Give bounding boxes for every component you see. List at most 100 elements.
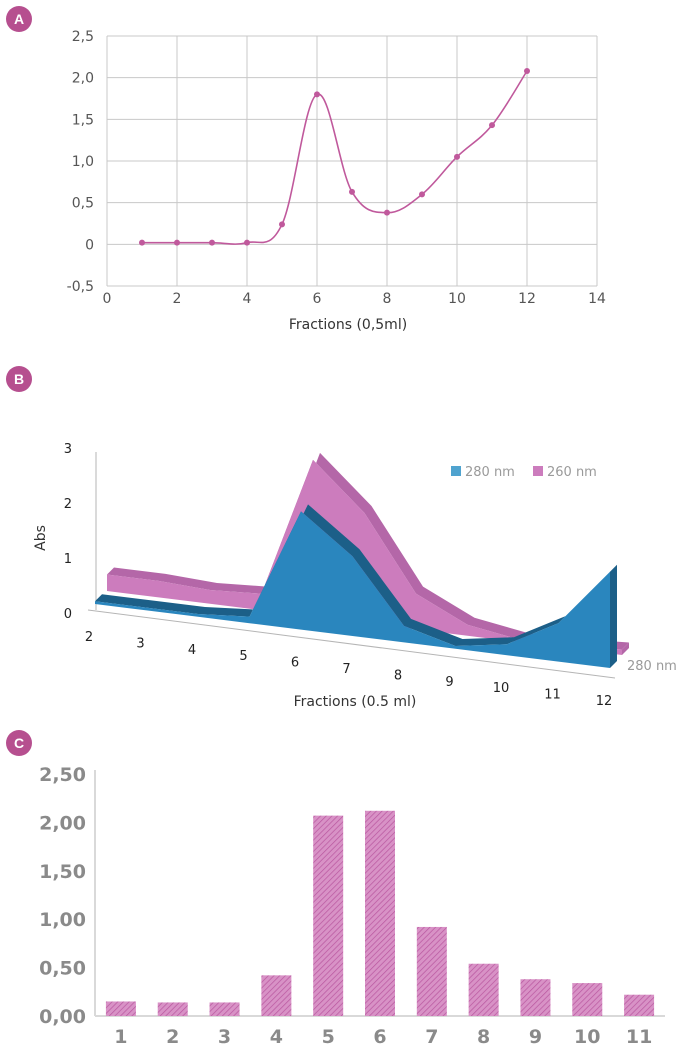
x-axis-line	[87, 609, 616, 679]
chart-c-x-ticks: 1 2 3 4 5 6 7 8 9 10 11	[114, 1026, 652, 1048]
x-tick-label: 7	[425, 1026, 438, 1048]
bar-11	[624, 994, 655, 1016]
y-tick-label: 1,50	[39, 861, 86, 883]
y-tick-label: 0,5	[72, 196, 94, 212]
bar-5	[313, 815, 344, 1016]
chart-b-x-ticks: 2 3 4 5 6 7 8 9 10 11 12	[85, 630, 612, 709]
chart-c-y-ticks: 2,50 2,00 1,50 1,00 0,50 0,00	[39, 764, 86, 1028]
data-point-3	[209, 239, 215, 246]
x-tick-label: 2	[173, 291, 182, 307]
legend-swatch-280nm	[451, 466, 461, 476]
x-tick-label: 6	[373, 1026, 386, 1048]
x-tick-label: 4	[243, 291, 252, 307]
x-tick-label: 2	[85, 630, 93, 645]
chart-b-axes	[87, 452, 616, 679]
chart-b-x-axis-label: Fractions (0.5 ml)	[294, 694, 417, 710]
data-point-8	[384, 209, 390, 216]
y-tick-label: 1	[64, 552, 72, 567]
bar-4	[261, 975, 292, 1016]
line-series	[142, 70, 528, 245]
x-tick-label: 6	[291, 656, 299, 671]
y-tick-label: -0,5	[67, 279, 94, 295]
panel-a-badge: A	[6, 6, 32, 32]
y-tick-label: 0,50	[39, 958, 86, 980]
data-point-12	[524, 68, 530, 74]
chart-a-points	[139, 68, 530, 246]
chart-b-depth-axis-label: 280 nm	[627, 659, 677, 674]
x-tick-label: 11	[626, 1026, 652, 1048]
chart-a-series	[142, 70, 528, 245]
y-tick-label: 0,00	[39, 1006, 86, 1028]
series-280nm-top-edge	[95, 504, 617, 647]
x-tick-label: 11	[544, 688, 561, 703]
legend-label-280nm: 280 nm	[465, 465, 515, 480]
x-tick-label: 9	[529, 1026, 542, 1048]
x-tick-label: 10	[493, 681, 510, 696]
y-tick-label: 3	[64, 442, 72, 457]
panel-b-badge: B	[6, 366, 32, 392]
chart-a-x-ticks: 0 2 4 6 8 10 12 14	[103, 291, 606, 307]
data-point-7	[349, 188, 355, 195]
x-tick-label: 5	[322, 1026, 335, 1048]
y-tick-label: 1,0	[72, 154, 94, 170]
x-tick-label: 1	[114, 1026, 127, 1048]
x-tick-label: 7	[342, 662, 350, 677]
x-tick-label: 12	[518, 291, 536, 307]
data-point-9	[419, 191, 425, 198]
chart-a-y-ticks: 2,5 2,0 1,5 1,0 0,5 0 -0,5	[67, 29, 94, 295]
x-tick-label: 2	[166, 1026, 179, 1048]
x-tick-label: 10	[448, 291, 466, 307]
chart-a-x-axis-label: Fractions (0,5ml)	[289, 317, 407, 333]
y-tick-label: 1,5	[72, 112, 94, 128]
data-point-5	[279, 221, 285, 228]
x-tick-label: 0	[103, 291, 112, 307]
y-tick-label: 2,5	[72, 29, 94, 45]
x-tick-label: 14	[588, 291, 606, 307]
data-point-4	[244, 239, 250, 246]
x-tick-label: 12	[596, 694, 613, 709]
data-point-10	[454, 153, 460, 160]
x-tick-label: 8	[394, 668, 402, 683]
chart-c-bar: 1 2 3 4 5 6 7 8 9 10 11 2,50 2,00 1,50 1,00 0,50 0,00	[39, 764, 665, 1048]
legend-label-260nm: 260 nm	[547, 465, 597, 480]
bar-10	[572, 983, 603, 1016]
bar-2	[157, 1002, 188, 1016]
data-point-11	[489, 122, 495, 129]
y-tick-label: 2,00	[39, 812, 86, 834]
chart-b-series-280nm	[95, 504, 617, 668]
x-tick-label: 3	[136, 636, 144, 651]
panel-c-badge: C	[6, 730, 32, 756]
x-tick-label: 6	[313, 291, 322, 307]
chart-c-bars	[105, 810, 655, 1016]
chart-b-y-axis-label: Abs	[33, 525, 49, 551]
y-tick-label: 0	[85, 237, 94, 253]
data-point-2	[174, 239, 180, 246]
series-260nm-side-face	[622, 642, 629, 655]
y-tick-label: 0	[64, 607, 72, 622]
bar-7	[416, 926, 447, 1016]
bar-9	[520, 979, 551, 1016]
bar-3	[209, 1002, 240, 1016]
series-280nm-side-face	[610, 564, 617, 668]
legend-swatch-260nm	[533, 466, 543, 476]
y-tick-label: 2	[64, 497, 72, 512]
data-point-6	[314, 91, 320, 98]
x-tick-label: 8	[383, 291, 392, 307]
y-tick-label: 1,00	[39, 909, 86, 931]
x-tick-label: 9	[445, 675, 453, 690]
series-280nm-front-face	[95, 511, 610, 668]
x-tick-label: 5	[239, 649, 247, 664]
chart-b-y-ticks: 0 1 2 3	[64, 442, 72, 622]
y-tick-label: 2,0	[72, 71, 94, 87]
x-tick-label: 3	[218, 1026, 231, 1048]
x-tick-label: 8	[477, 1026, 490, 1048]
bar-1	[105, 1001, 136, 1016]
chart-a-line: 0 2 4 6 8 10 12 14 2,5 2,0 1,5 1,0 0,5 0 -0,5 Fractio…	[67, 29, 606, 333]
x-tick-label: 10	[574, 1026, 600, 1048]
chart-a-grid	[106, 35, 598, 287]
bar-8	[468, 963, 499, 1016]
y-tick-label: 2,50	[39, 764, 86, 786]
data-point-1	[139, 239, 145, 246]
x-tick-label: 4	[270, 1026, 283, 1048]
